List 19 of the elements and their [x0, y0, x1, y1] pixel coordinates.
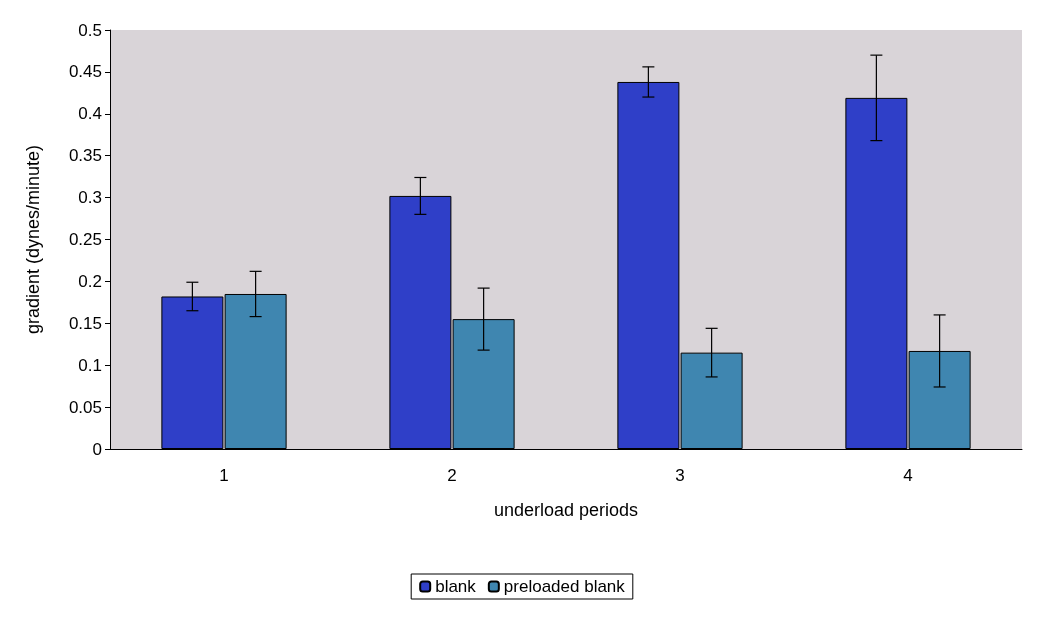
y-tick-label: 0.15	[68, 313, 102, 333]
y-tick-label: 0.3	[78, 188, 102, 208]
y-tick-label: 0.35	[68, 146, 102, 166]
y-tick-label: 0.45	[68, 62, 102, 82]
legend-label: preloaded blank	[503, 577, 626, 596]
legend-label: blank	[435, 577, 477, 596]
x-tick-label: 3	[675, 466, 685, 485]
x-tick-label: 1	[219, 466, 229, 485]
y-tick-label: 0.1	[78, 355, 102, 375]
y-tick-label: 0.5	[78, 20, 102, 40]
y-tick-label: 0.25	[68, 230, 102, 249]
y-tick-label: 0.05	[68, 397, 102, 417]
y-tick-label: 0.2	[78, 271, 102, 291]
x-tick-label: 4	[903, 466, 913, 485]
y-tick-label: 0.4	[78, 104, 102, 124]
y-tick-label: 0	[92, 439, 102, 459]
y-axis-title: gradient (dynes/minute)	[23, 144, 43, 335]
x-tick-label: 2	[447, 466, 457, 485]
x-axis-title: underload periods	[493, 500, 639, 520]
